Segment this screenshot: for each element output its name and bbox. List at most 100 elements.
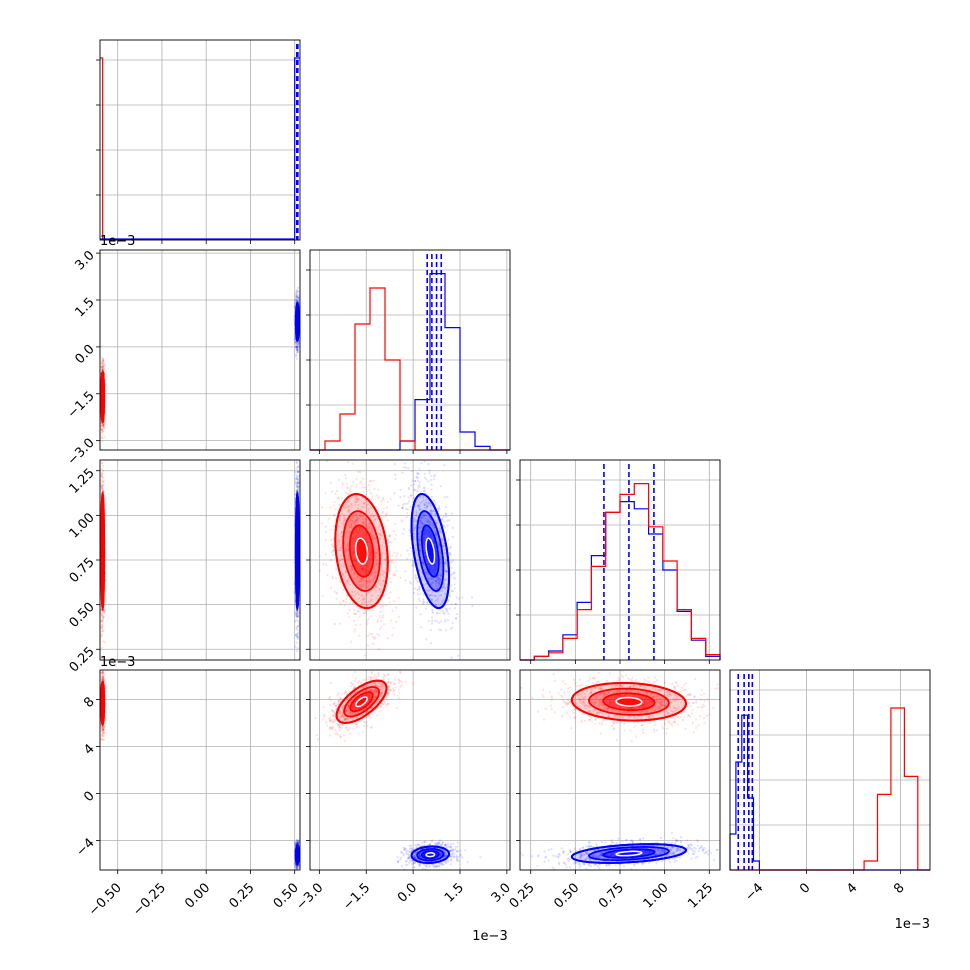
sample-point-red (372, 636, 375, 639)
sample-point-blue (296, 348, 299, 351)
sample-point-red (340, 535, 343, 539)
sample-point-red (361, 483, 364, 486)
sample-point-red (358, 615, 361, 618)
sample-point-blue (295, 614, 298, 618)
sample-point-blue (295, 357, 298, 360)
sample-point-red (344, 491, 347, 494)
sample-point-red (340, 602, 343, 606)
sample-point-red (350, 518, 353, 521)
sample-point-red (377, 594, 380, 598)
sample-point-red (350, 502, 353, 505)
sample-point-red (103, 608, 106, 611)
sample-point-red (103, 611, 106, 614)
sample-point-blue (297, 482, 300, 485)
sample-point-red (101, 366, 104, 369)
sample-point-red (344, 506, 347, 509)
sample-point-red (346, 461, 349, 464)
sample-point-red (350, 568, 353, 572)
sample-point-red (355, 612, 358, 615)
sample-point-blue (298, 481, 300, 485)
sample-point-red (366, 457, 368, 459)
sample-point-red (351, 514, 354, 518)
sample-point-red (326, 574, 329, 577)
sample-point-blue (416, 588, 419, 592)
sample-point-blue (297, 286, 300, 289)
sample-point-red (354, 580, 357, 583)
sample-point-red (356, 574, 359, 578)
sample-point-blue (297, 296, 300, 299)
sample-point-red (364, 579, 367, 582)
sample-point-red (395, 569, 398, 572)
sample-point-red (100, 479, 103, 482)
sample-point-red (339, 532, 342, 535)
panel-r0-c0 (96, 39, 301, 241)
sample-point-blue (426, 505, 430, 508)
sample-point-red (341, 523, 344, 526)
sample-point-red (357, 580, 360, 583)
sample-point-red (345, 482, 348, 486)
sample-point-red (364, 522, 367, 526)
sample-point-red (342, 526, 345, 529)
sample-point-blue (433, 499, 436, 502)
sample-point-red (102, 424, 106, 427)
panel-frame (99, 249, 301, 451)
sample-point-blue (428, 520, 431, 524)
sample-point-red (100, 474, 102, 477)
sample-point-red (102, 484, 105, 487)
sample-point-red (325, 460, 329, 463)
sample-point-red (358, 607, 361, 610)
sample-point-red (330, 551, 333, 554)
sample-point-red (354, 519, 358, 522)
sample-point-blue (296, 637, 299, 641)
sample-point-red (325, 563, 328, 566)
sample-point-red (372, 642, 375, 646)
sample-point-red (382, 623, 386, 626)
sample-point-red (103, 422, 106, 425)
sample-point-red (369, 598, 372, 602)
sample-point-blue (446, 610, 449, 613)
sample-point-blue (426, 601, 429, 604)
sample-point-red (366, 620, 369, 623)
sample-point-red (321, 594, 324, 597)
sample-point-red (338, 622, 341, 625)
sample-point-red (100, 360, 103, 363)
sample-point-blue (295, 299, 298, 302)
sample-point-blue (437, 621, 441, 625)
sample-point-red (353, 612, 356, 616)
histogram-blue (100, 57, 300, 240)
sample-point-red (345, 477, 348, 480)
sample-point-red (342, 521, 345, 524)
sample-point-red (343, 507, 346, 510)
sample-point-blue (418, 495, 422, 499)
sample-point-red (355, 592, 358, 596)
sample-point-red (330, 481, 333, 484)
sample-point-red (100, 428, 103, 431)
sample-point-red (370, 533, 373, 536)
sample-point-red (353, 609, 356, 612)
sample-point-blue (414, 525, 417, 528)
sample-point-blue (438, 604, 441, 608)
sample-point-red (347, 509, 350, 512)
sample-point-blue (450, 560, 453, 563)
sample-point-red (367, 600, 370, 604)
sample-point-red (389, 497, 392, 500)
sample-point-red (382, 605, 385, 608)
histogram-red (520, 483, 721, 661)
sample-point-red (356, 517, 359, 521)
contour-line-red (342, 510, 381, 592)
panel-frame (309, 249, 511, 451)
sample-point-red (382, 497, 385, 500)
sample-point-red (374, 571, 377, 574)
sample-point-blue (422, 561, 425, 564)
sample-point-blue (454, 616, 457, 620)
sample-point-blue (295, 348, 299, 352)
sample-point-red (341, 512, 344, 516)
sample-point-red (101, 430, 104, 433)
sample-point-blue (294, 338, 297, 341)
sample-point-red (359, 514, 362, 518)
sample-point-red (356, 591, 360, 594)
sample-point-red (375, 516, 378, 519)
sample-point-red (101, 474, 104, 477)
sample-point-red (370, 479, 373, 483)
sample-point-red (379, 572, 382, 575)
